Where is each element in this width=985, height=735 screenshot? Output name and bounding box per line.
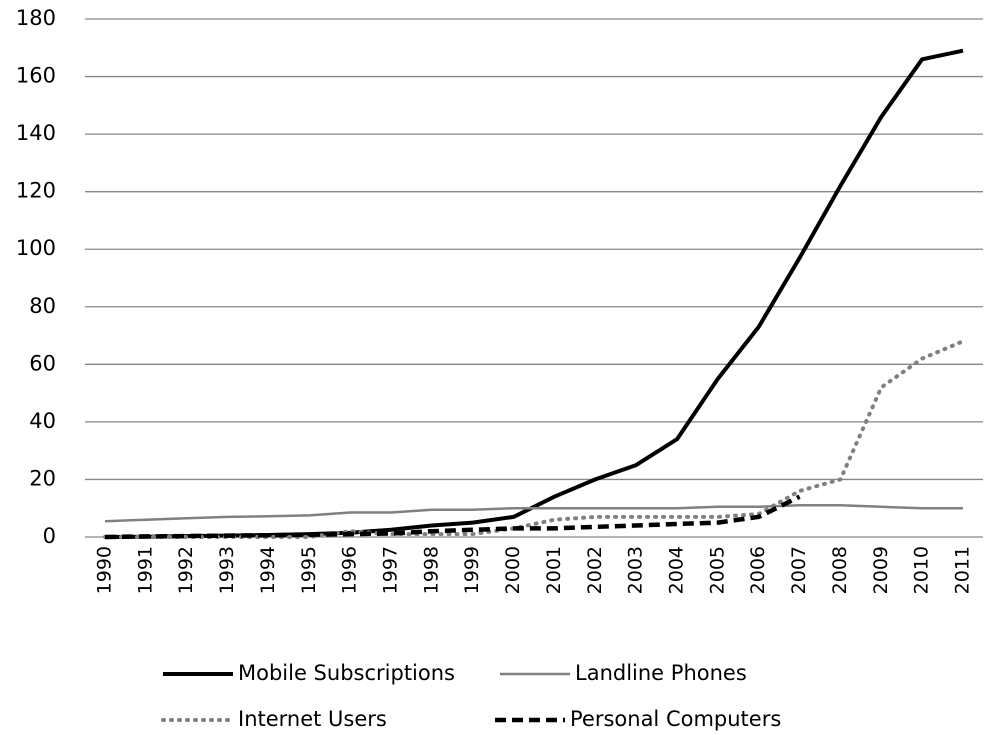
x-tick-label: 1991 [134,546,156,594]
x-tick-label: 1999 [461,546,483,594]
legend-label: Personal Computers [570,707,781,731]
y-tick-label: 120 [16,179,56,203]
x-tick-label: 1992 [175,546,197,594]
y-tick-label: 140 [16,121,56,145]
y-tick-label: 100 [16,236,56,260]
x-tick-label: 2000 [502,546,524,594]
y-tick-label: 180 [16,6,56,30]
x-tick-label: 2001 [543,546,565,594]
x-tick-label: 2006 [747,546,769,594]
legend-label: Internet Users [238,707,387,731]
x-tick-label: 2011 [952,546,974,594]
legend-label: Landline Phones [575,661,747,685]
x-tick-label: 1996 [339,546,361,594]
x-tick-label: 1997 [380,546,402,594]
x-tick-label: 1993 [216,546,238,594]
x-tick-label: 1994 [257,546,279,594]
series-line [104,494,801,540]
x-tick-label: 1990 [94,546,116,594]
x-tick-label: 2008 [829,546,851,594]
series-line [104,48,964,539]
x-tick-label: 1998 [420,546,442,594]
y-tick-label: 20 [29,466,56,490]
x-tick-label: 2004 [666,546,688,594]
x-tick-label: 2005 [706,546,728,594]
x-tick-label: 2002 [584,546,606,594]
x-tick-label: 2010 [911,546,933,594]
y-tick-label: 80 [29,294,56,318]
y-tick-label: 60 [29,351,56,375]
x-tick-label: 2003 [625,546,647,594]
y-tick-label: 0 [43,524,56,548]
x-tick-label: 2009 [870,546,892,594]
legend-label: Mobile Subscriptions [238,661,455,685]
y-tick-label: 160 [16,64,56,88]
y-tick-label: 40 [29,409,56,433]
x-tick-label: 2007 [788,546,810,594]
x-tick-label: 1995 [298,546,320,594]
series-line [104,504,963,523]
